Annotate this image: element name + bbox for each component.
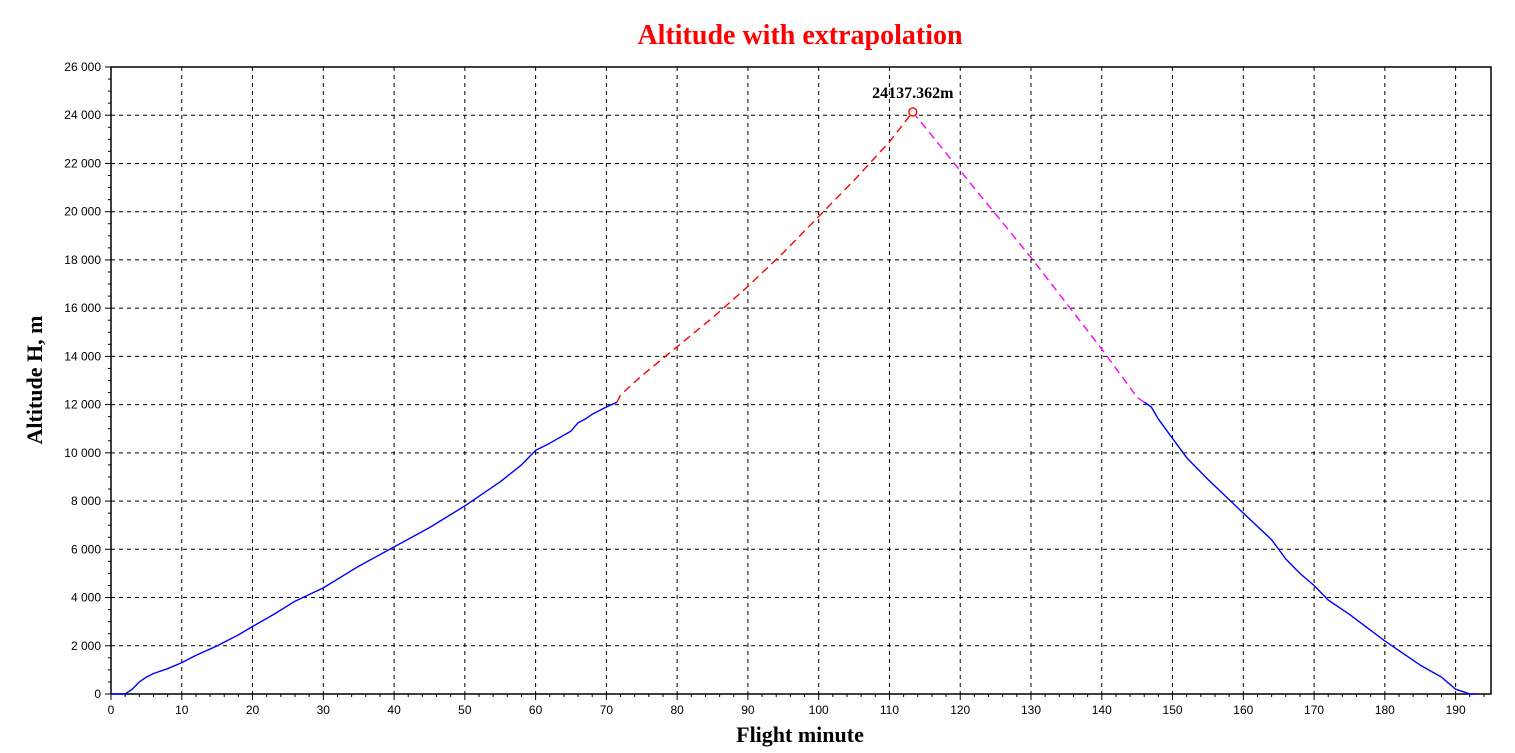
y-tick-label: 12 000 bbox=[64, 398, 101, 412]
y-tick-label: 10 000 bbox=[64, 446, 101, 460]
grid bbox=[111, 67, 1491, 694]
x-tick-label: 90 bbox=[741, 703, 755, 717]
x-tick-label: 120 bbox=[950, 703, 970, 717]
x-tick-label: 50 bbox=[458, 703, 472, 717]
x-tick-label: 10 bbox=[175, 703, 189, 717]
x-tick-label: 180 bbox=[1375, 703, 1395, 717]
y-axis-label: Altitude H, m bbox=[22, 316, 47, 445]
x-tick-label: 70 bbox=[600, 703, 614, 717]
x-tick-label: 170 bbox=[1304, 703, 1324, 717]
y-tick-label: 26 000 bbox=[64, 60, 101, 74]
axis-ticks: 0 10 20 30 40 50 60 70 80 90 100 110 120 130 140 150 160… bbox=[64, 60, 1485, 717]
x-tick-label: 60 bbox=[529, 703, 543, 717]
y-tick-label: 18 000 bbox=[64, 253, 101, 267]
x-tick-label: 100 bbox=[809, 703, 829, 717]
x-tick-label: 150 bbox=[1163, 703, 1183, 717]
series-line-4 bbox=[1143, 401, 1477, 695]
x-tick-label: 190 bbox=[1446, 703, 1466, 717]
series-line-2 bbox=[616, 111, 914, 403]
y-tick-label: 14 000 bbox=[64, 349, 101, 363]
peak-label: 24137.362m bbox=[872, 85, 954, 102]
y-tick-label: 20 000 bbox=[64, 205, 101, 219]
x-tick-label: 140 bbox=[1092, 703, 1112, 717]
y-tick-label: 16 000 bbox=[64, 301, 101, 315]
series-line-3 bbox=[912, 111, 1145, 403]
annotations: 24137.362m bbox=[872, 85, 954, 117]
y-tick-label: 8 000 bbox=[71, 494, 101, 508]
x-tick-label: 20 bbox=[246, 703, 260, 717]
series-line-1 bbox=[111, 401, 618, 695]
x-tick-label: 80 bbox=[670, 703, 684, 717]
y-tick-label: 22 000 bbox=[64, 156, 101, 170]
chart-title: Altitude with extrapolation bbox=[637, 20, 963, 51]
x-axis-label: Flight minute bbox=[736, 722, 864, 747]
plot-frame bbox=[110, 66, 1492, 695]
y-tick-label: 24 000 bbox=[64, 108, 101, 122]
y-tick-label: 4 000 bbox=[71, 591, 101, 605]
x-tick-label: 130 bbox=[1021, 703, 1041, 717]
x-tick-label: 0 bbox=[108, 703, 115, 717]
peak-marker bbox=[908, 107, 918, 117]
x-tick-label: 110 bbox=[880, 703, 899, 717]
x-tick-label: 40 bbox=[387, 703, 401, 717]
x-tick-label: 30 bbox=[317, 703, 331, 717]
x-tick-label: 160 bbox=[1233, 703, 1253, 717]
y-tick-label: 6 000 bbox=[71, 542, 101, 556]
y-tick-label: 0 bbox=[94, 687, 101, 701]
series-layer bbox=[111, 111, 1477, 695]
y-tick-label: 2 000 bbox=[71, 639, 101, 653]
